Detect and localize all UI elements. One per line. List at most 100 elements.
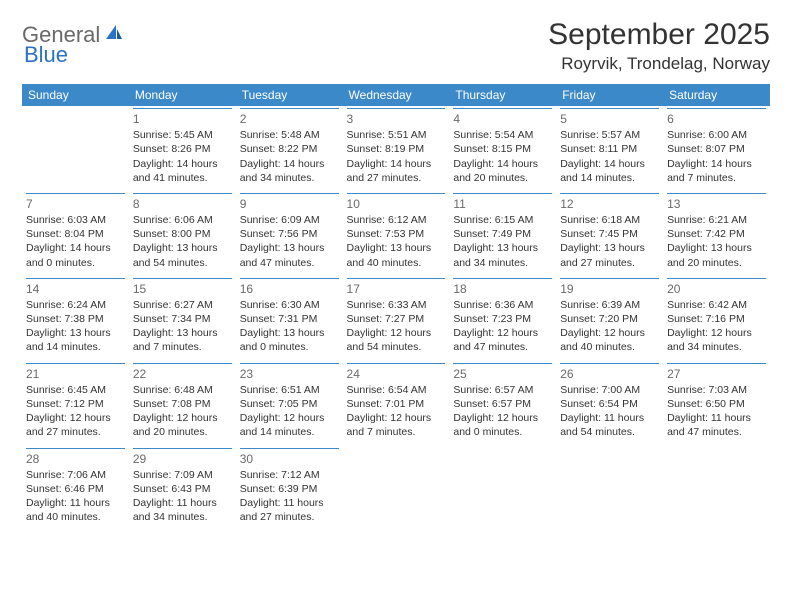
daylight-text: and 34 minutes. xyxy=(453,256,552,270)
daylight-text: Daylight: 13 hours xyxy=(240,241,339,255)
calendar-cell: 27Sunrise: 7:03 AMSunset: 6:50 PMDayligh… xyxy=(663,361,770,446)
sunset-text: Sunset: 7:31 PM xyxy=(240,312,339,326)
day-number: 25 xyxy=(453,363,552,382)
sunrise-text: Sunrise: 6:33 AM xyxy=(347,298,446,312)
calendar-cell xyxy=(343,446,450,531)
sunset-text: Sunset: 8:11 PM xyxy=(560,142,659,156)
calendar-cell: 3Sunrise: 5:51 AMSunset: 8:19 PMDaylight… xyxy=(343,106,450,191)
day-number: 27 xyxy=(667,363,766,382)
sunset-text: Sunset: 6:50 PM xyxy=(667,397,766,411)
daylight-text: Daylight: 12 hours xyxy=(240,411,339,425)
daylight-text: Daylight: 11 hours xyxy=(560,411,659,425)
daylight-text: and 0 minutes. xyxy=(26,256,125,270)
sunset-text: Sunset: 7:23 PM xyxy=(453,312,552,326)
sunrise-text: Sunrise: 7:12 AM xyxy=(240,468,339,482)
sunrise-text: Sunrise: 5:48 AM xyxy=(240,128,339,142)
sunrise-text: Sunrise: 5:54 AM xyxy=(453,128,552,142)
sunset-text: Sunset: 7:27 PM xyxy=(347,312,446,326)
sunrise-text: Sunrise: 6:24 AM xyxy=(26,298,125,312)
day-number: 3 xyxy=(347,108,446,127)
daylight-text: and 7 minutes. xyxy=(667,171,766,185)
sunrise-text: Sunrise: 6:03 AM xyxy=(26,213,125,227)
sunrise-text: Sunrise: 6:06 AM xyxy=(133,213,232,227)
sunrise-text: Sunrise: 6:51 AM xyxy=(240,383,339,397)
daylight-text: and 27 minutes. xyxy=(240,510,339,524)
sunset-text: Sunset: 7:16 PM xyxy=(667,312,766,326)
day-number: 29 xyxy=(133,448,232,467)
calendar-cell xyxy=(663,446,770,531)
calendar-cell: 20Sunrise: 6:42 AMSunset: 7:16 PMDayligh… xyxy=(663,276,770,361)
daylight-text: Daylight: 14 hours xyxy=(240,157,339,171)
calendar-cell xyxy=(22,106,129,191)
daylight-text: and 0 minutes. xyxy=(240,340,339,354)
calendar-page: General September 2025 Royrvik, Trondela… xyxy=(0,0,792,540)
daylight-text: Daylight: 14 hours xyxy=(667,157,766,171)
sunset-text: Sunset: 8:07 PM xyxy=(667,142,766,156)
daylight-text: Daylight: 11 hours xyxy=(240,496,339,510)
sunrise-text: Sunrise: 6:21 AM xyxy=(667,213,766,227)
day-number: 4 xyxy=(453,108,552,127)
sunset-text: Sunset: 7:12 PM xyxy=(26,397,125,411)
day-number: 16 xyxy=(240,278,339,297)
calendar-cell: 16Sunrise: 6:30 AMSunset: 7:31 PMDayligh… xyxy=(236,276,343,361)
sunrise-text: Sunrise: 6:54 AM xyxy=(347,383,446,397)
calendar-week-row: 28Sunrise: 7:06 AMSunset: 6:46 PMDayligh… xyxy=(22,446,770,531)
sunrise-text: Sunrise: 5:51 AM xyxy=(347,128,446,142)
title-block: September 2025 Royrvik, Trondelag, Norwa… xyxy=(548,18,770,74)
daylight-text: Daylight: 12 hours xyxy=(133,411,232,425)
sunrise-text: Sunrise: 6:09 AM xyxy=(240,213,339,227)
day-number: 11 xyxy=(453,193,552,212)
sunrise-text: Sunrise: 6:45 AM xyxy=(26,383,125,397)
calendar-cell: 29Sunrise: 7:09 AMSunset: 6:43 PMDayligh… xyxy=(129,446,236,531)
daylight-text: Daylight: 13 hours xyxy=(453,241,552,255)
sunrise-text: Sunrise: 5:57 AM xyxy=(560,128,659,142)
day-number: 23 xyxy=(240,363,339,382)
sunset-text: Sunset: 8:00 PM xyxy=(133,227,232,241)
day-number: 2 xyxy=(240,108,339,127)
day-number: 10 xyxy=(347,193,446,212)
sunset-text: Sunset: 7:38 PM xyxy=(26,312,125,326)
sunset-text: Sunset: 7:05 PM xyxy=(240,397,339,411)
daylight-text: and 20 minutes. xyxy=(453,171,552,185)
sunrise-text: Sunrise: 7:03 AM xyxy=(667,383,766,397)
dow-wednesday: Wednesday xyxy=(343,84,450,106)
calendar-cell: 5Sunrise: 5:57 AMSunset: 8:11 PMDaylight… xyxy=(556,106,663,191)
calendar-cell: 1Sunrise: 5:45 AMSunset: 8:26 PMDaylight… xyxy=(129,106,236,191)
daylight-text: and 27 minutes. xyxy=(347,171,446,185)
daylight-text: and 47 minutes. xyxy=(453,340,552,354)
dow-thursday: Thursday xyxy=(449,84,556,106)
daylight-text: and 34 minutes. xyxy=(240,171,339,185)
day-number: 9 xyxy=(240,193,339,212)
sunset-text: Sunset: 8:22 PM xyxy=(240,142,339,156)
calendar-cell xyxy=(556,446,663,531)
daylight-text: Daylight: 12 hours xyxy=(453,326,552,340)
day-number: 30 xyxy=(240,448,339,467)
daylight-text: and 41 minutes. xyxy=(133,171,232,185)
calendar-cell: 6Sunrise: 6:00 AMSunset: 8:07 PMDaylight… xyxy=(663,106,770,191)
daylight-text: Daylight: 14 hours xyxy=(26,241,125,255)
calendar-cell: 7Sunrise: 6:03 AMSunset: 8:04 PMDaylight… xyxy=(22,191,129,276)
day-number: 26 xyxy=(560,363,659,382)
sunrise-text: Sunrise: 6:12 AM xyxy=(347,213,446,227)
calendar-week-row: 21Sunrise: 6:45 AMSunset: 7:12 PMDayligh… xyxy=(22,361,770,446)
day-number: 18 xyxy=(453,278,552,297)
sunset-text: Sunset: 7:49 PM xyxy=(453,227,552,241)
month-title: September 2025 xyxy=(548,18,770,52)
calendar-cell: 12Sunrise: 6:18 AMSunset: 7:45 PMDayligh… xyxy=(556,191,663,276)
dow-saturday: Saturday xyxy=(663,84,770,106)
daylight-text: Daylight: 11 hours xyxy=(133,496,232,510)
calendar-cell: 25Sunrise: 6:57 AMSunset: 6:57 PMDayligh… xyxy=(449,361,556,446)
daylight-text: and 0 minutes. xyxy=(453,425,552,439)
daylight-text: Daylight: 14 hours xyxy=(560,157,659,171)
sunrise-text: Sunrise: 6:18 AM xyxy=(560,213,659,227)
logo-line2: Blue xyxy=(24,42,68,68)
sunset-text: Sunset: 7:42 PM xyxy=(667,227,766,241)
sunset-text: Sunset: 6:39 PM xyxy=(240,482,339,496)
sunset-text: Sunset: 7:53 PM xyxy=(347,227,446,241)
daylight-text: Daylight: 13 hours xyxy=(667,241,766,255)
logo-sail-icon xyxy=(104,23,124,48)
calendar-cell: 28Sunrise: 7:06 AMSunset: 6:46 PMDayligh… xyxy=(22,446,129,531)
sunset-text: Sunset: 7:20 PM xyxy=(560,312,659,326)
calendar-week-row: 7Sunrise: 6:03 AMSunset: 8:04 PMDaylight… xyxy=(22,191,770,276)
calendar-week-row: 14Sunrise: 6:24 AMSunset: 7:38 PMDayligh… xyxy=(22,276,770,361)
